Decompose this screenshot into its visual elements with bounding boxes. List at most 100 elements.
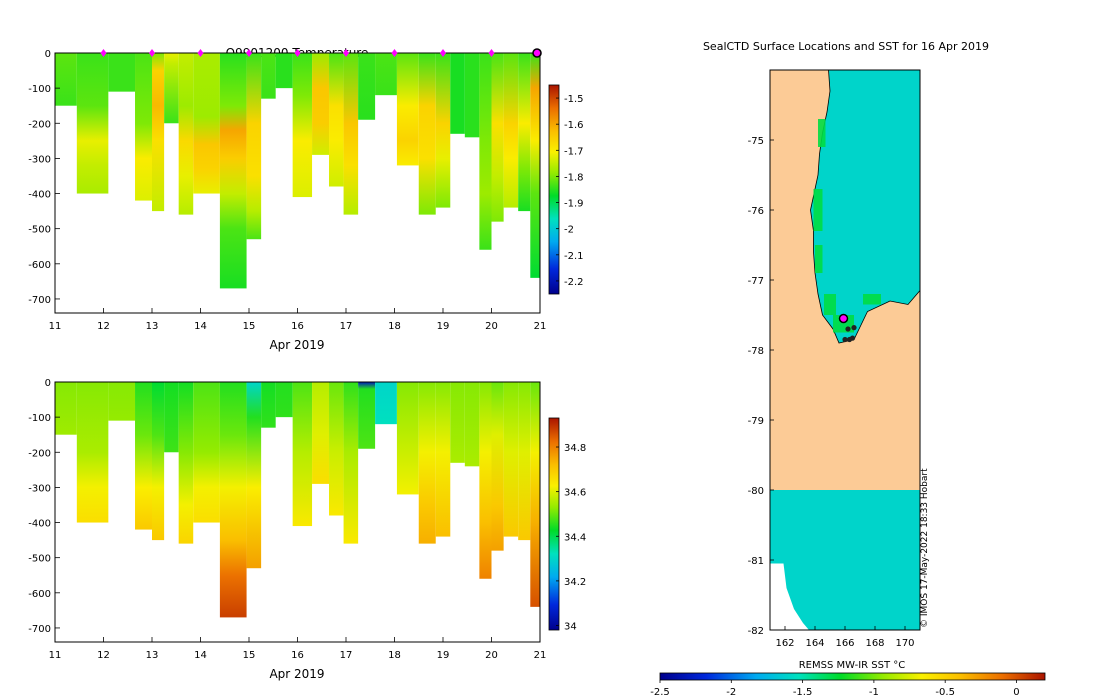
map-ytick-label: -79 (748, 416, 764, 427)
salinity-profile-18 (396, 382, 419, 495)
sst-cbar-tick-label: -2.5 (650, 687, 670, 698)
temperature-profile-7 (193, 53, 220, 194)
temperature-xtick-label: 21 (534, 321, 547, 332)
temperature-profile-6 (178, 53, 194, 215)
salinity-ytick-label: -100 (28, 413, 51, 424)
temperature-y-axis: 0 -100 -200 -300 -400 -500 -600 -700 (28, 49, 60, 306)
temperature-profile-2 (108, 53, 136, 92)
sea-green-patches (813, 119, 881, 333)
temperature-profile-3 (135, 53, 152, 201)
temperature-xtick-label: 11 (49, 321, 62, 332)
seal-location-point (851, 325, 857, 331)
temperature-xtick-label: 17 (340, 321, 353, 332)
temperature-profile-8 (219, 53, 247, 289)
salinity-cbar-tick-label: 34.4 (564, 532, 586, 543)
temperature-ytick-label: -300 (28, 154, 51, 165)
temperature-profile-17 (375, 53, 397, 96)
salinity-xtick-label: 20 (485, 650, 498, 661)
temperature-ytick-label: -500 (28, 225, 51, 236)
ice-shelf-sst-region (770, 490, 920, 630)
temperature-xtick-label: 12 (97, 321, 110, 332)
map-xtick-label: 166 (835, 638, 854, 649)
temperature-cbar-tick-label: -1.9 (564, 199, 584, 210)
temperature-profile-18 (396, 53, 419, 166)
salinity-xtick-label: 15 (243, 650, 256, 661)
map-ytick-label: -80 (748, 486, 764, 497)
temperature-colorbar (548, 84, 560, 295)
salinity-profile-19 (418, 382, 436, 544)
map-latitude-axis: -75 -76 -77 -78 -79 -80 -81 -82 (748, 136, 774, 637)
salinity-profile-10 (261, 382, 276, 428)
temperature-profile-24 (491, 53, 504, 222)
salinity-cbar-tick-label: 34.8 (564, 443, 586, 454)
latest-profile-marker (532, 48, 542, 58)
profile-marker (100, 49, 107, 57)
temperature-profile-19 (418, 53, 436, 215)
temperature-ytick-label: -400 (28, 190, 51, 201)
salinity-profiles (55, 382, 540, 618)
temperature-profile-16 (358, 53, 376, 120)
temperature-profile-0 (55, 53, 77, 106)
salinity-profile-16 (358, 382, 376, 449)
sst-cbar-tick-label: -0.5 (935, 687, 955, 698)
map-ytick-label: -77 (748, 276, 764, 287)
salinity-profile-25 (503, 382, 519, 537)
temperature-cbar-tick-label: -2 (564, 225, 574, 236)
salinity-ytick-label: -400 (28, 519, 51, 530)
salinity-profile-4 (152, 382, 165, 541)
temperature-profile-11 (275, 53, 293, 89)
salinity-profile-3 (135, 382, 152, 530)
salinity-profile-11 (275, 382, 293, 418)
salinity-profile-5 (164, 382, 179, 453)
temperature-profile-5 (164, 53, 179, 124)
temperature-cbar-tick-label: -2.2 (564, 277, 584, 288)
temperature-ytick-label: 0 (45, 49, 51, 60)
map-layers (770, 70, 920, 630)
profile-marker (294, 49, 301, 57)
temperature-profile-12 (292, 53, 313, 198)
salinity-profile-22 (464, 382, 480, 467)
temperature-ytick-label: -700 (28, 295, 51, 306)
profile-marker (488, 49, 495, 57)
salinity-x-axis: 11 12 13 14 15 16 17 18 19 20 21 (49, 637, 547, 661)
salinity-y-axis: 0 -100 -200 -300 -400 -500 -600 -700 (28, 378, 60, 635)
map-ytick-label: -81 (748, 556, 764, 567)
temperature-x-axis: 11 12 13 14 15 16 17 18 19 20 21 (49, 308, 547, 332)
salinity-section-plot: 0 -100 -200 -300 -400 -500 -600 -700 11 12 13 14 15… (28, 378, 586, 681)
profile-marker (440, 49, 446, 57)
temperature-ytick-label: -600 (28, 260, 51, 271)
salinity-ytick-label: -600 (28, 589, 51, 600)
salinity-xtick-label: 11 (49, 650, 62, 661)
temperature-profile-4 (152, 53, 165, 212)
salinity-profile-6 (178, 382, 194, 544)
profile-marker (343, 49, 349, 57)
sst-cbar-tick-label: -1 (869, 687, 879, 698)
salinity-profile-17 (375, 382, 397, 425)
salinity-colorbar (548, 417, 560, 631)
profile-marker (197, 49, 204, 57)
ice-white-region (770, 563, 809, 630)
salinity-profile-8 (219, 382, 247, 618)
temperature-xtick-label: 20 (485, 321, 498, 332)
salinity-profile-26 (518, 382, 531, 541)
map-xtick-label: 168 (865, 638, 884, 649)
temperature-cbar-tick-label: -1.6 (564, 120, 584, 131)
sst-cbar-tick-label: -1.5 (793, 687, 813, 698)
temperature-xtick-label: 18 (388, 321, 401, 332)
seal-location-point (845, 326, 851, 332)
temperature-cbar-tick-label: -1.8 (564, 172, 584, 183)
salinity-profile-9 (246, 382, 262, 569)
salinity-profile-1 (76, 382, 109, 523)
seal-location-point (842, 336, 848, 343)
temperature-profile-21 (450, 53, 465, 134)
salinity-profile-13 (312, 382, 330, 484)
coastal-sst-patch (863, 294, 881, 305)
temperature-section-plot: Q9901200 Temperature 0-100-200-300-400-5… (28, 46, 583, 352)
salinity-xtick-label: 21 (534, 650, 547, 661)
temperature-profile-27 (530, 53, 540, 278)
temperature-profile-9 (246, 53, 262, 240)
salinity-xtick-label: 18 (388, 650, 401, 661)
temperature-xtick-label: 19 (437, 321, 450, 332)
map-xtick-label: 164 (805, 638, 824, 649)
